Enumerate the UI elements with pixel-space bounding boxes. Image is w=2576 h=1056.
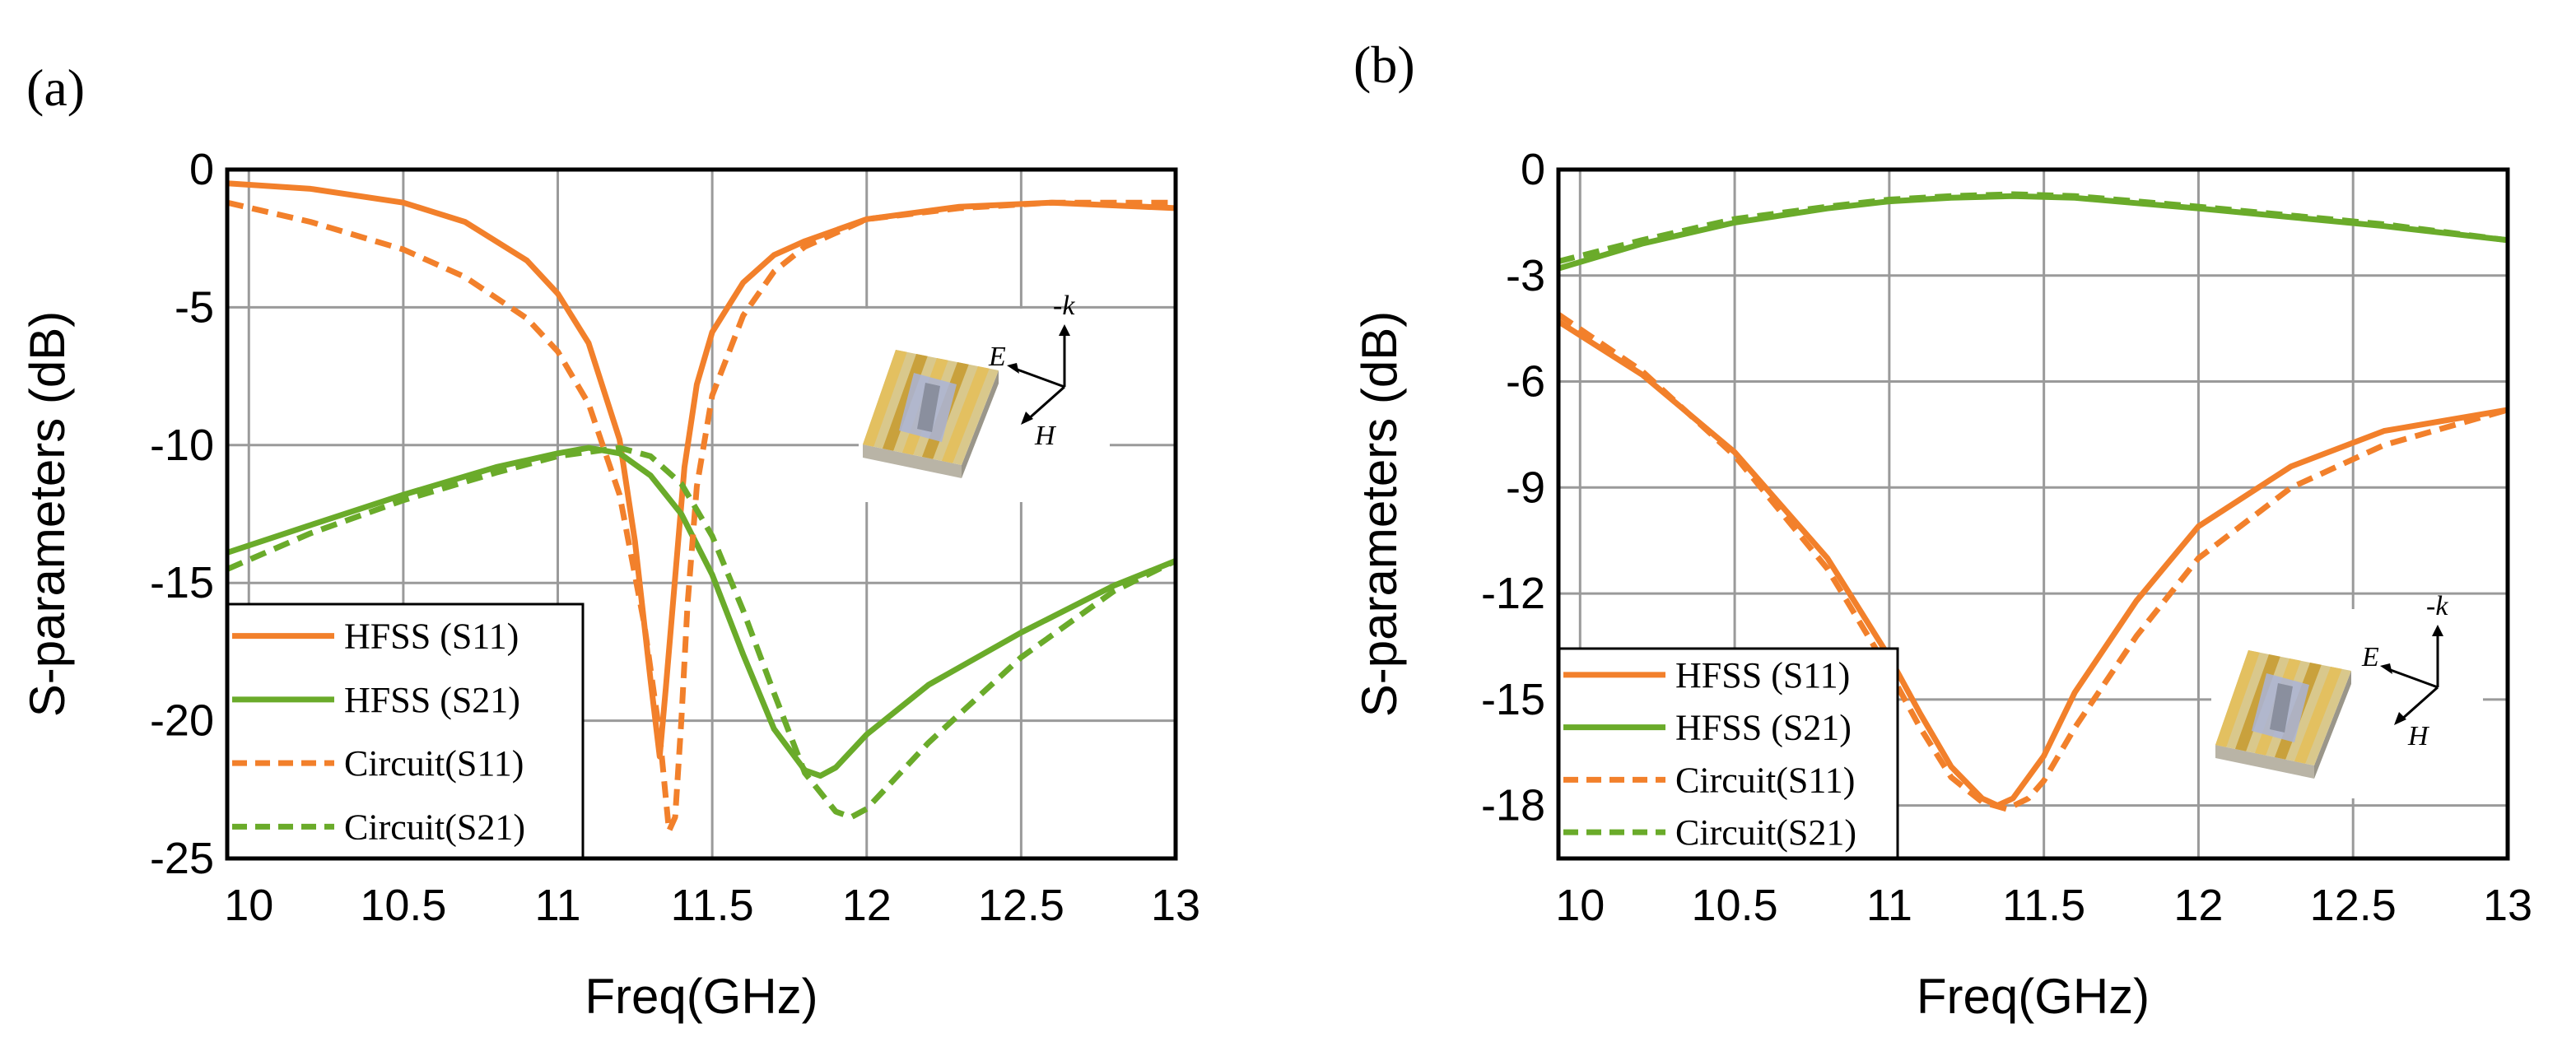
center-patch [2270, 683, 2293, 733]
y-tick-label: -10 [150, 421, 214, 470]
substrate-side [863, 444, 962, 478]
x-tick-label: 11 [534, 881, 580, 930]
x-tick-label: 12 [2173, 881, 2223, 930]
legend: HFSS (S11) HFSS (S21) Circuit(S11) Circuit(… [1557, 647, 1899, 860]
x-tick-label: 13 [1151, 881, 1200, 930]
h-axis-arrow [2400, 686, 2439, 722]
x-tick-label: 10.5 [1692, 881, 1778, 930]
series-line-hfss-s21 [227, 444, 1176, 779]
h-axis-arrow [1027, 385, 1065, 421]
panel-label: (a) [26, 58, 85, 117]
unit-cell-inset: -k E H [2211, 591, 2483, 798]
k-label: -k [1053, 291, 1075, 321]
x-axis-label: Freq(GHz) [585, 969, 818, 1024]
metal-strip [2294, 667, 2342, 764]
y-axis-label: S-parameters (dB) [20, 311, 75, 717]
y-tick-label: 0 [189, 145, 214, 194]
metal-strip [863, 350, 907, 447]
h-label: H [1034, 421, 1057, 451]
legend-box [226, 602, 585, 860]
plot-frame [1556, 167, 2510, 861]
chart-panel-b: (b) -k E H HFSS (S11) HFSS (S21) Circuit(S11) C… [1352, 35, 2532, 1024]
y-tick-label: -15 [150, 558, 214, 607]
legend-entry: HFSS (S21) [344, 680, 520, 720]
x-tick-label: 11.5 [2002, 881, 2085, 930]
legend-entry: Circuit(S11) [344, 743, 524, 784]
y-tick-label: -12 [1481, 569, 1545, 618]
y-tick-label: -18 [1481, 781, 1545, 830]
y-tick-label: -20 [150, 696, 214, 746]
legend-box [1557, 647, 1899, 860]
y-tick-label: -25 [150, 834, 214, 883]
h-label: H [2407, 721, 2430, 751]
x-tick-label: 11 [1866, 881, 1912, 930]
panel-label: (b) [1353, 35, 1415, 94]
substrate-side [2314, 671, 2351, 779]
e-axis-arrow [2387, 668, 2439, 689]
x-tick-label: 12.5 [978, 881, 1064, 930]
x-tick-label: 10.5 [360, 881, 446, 930]
e-axis-arrow [1014, 367, 1065, 388]
legend: HFSS (S11) HFSS (S21) Circuit(S11) Circuit(… [226, 602, 585, 860]
arrow-head [1059, 324, 1070, 336]
metal-strip [2215, 650, 2260, 747]
x-tick-label: 11.5 [671, 881, 754, 930]
legend-entry: Circuit(S21) [1675, 812, 1856, 853]
x-tick-label: 12 [842, 881, 892, 930]
series-group [227, 180, 1176, 834]
arrow-head [2432, 625, 2443, 636]
metal-strip [942, 366, 990, 463]
x-tick-label: 12.5 [2310, 881, 2397, 930]
chart-panel-a: (a) -k E H HFSS (S11) HFSS (S21) Circuit(S11) C… [20, 58, 1200, 1024]
arrow-head [2394, 712, 2406, 725]
y-tick-label: 0 [1521, 145, 1545, 194]
e-label: E [988, 342, 1006, 372]
series-group [1558, 191, 2508, 812]
y-tick-label: -15 [1481, 675, 1545, 724]
series-line-circuit-s21 [1558, 191, 2508, 264]
k-label: -k [2426, 591, 2448, 621]
center-patch [917, 383, 940, 432]
arrow-head [1007, 363, 1019, 374]
legend-entry: HFSS (S11) [344, 616, 519, 657]
arrow-head [2380, 663, 2392, 674]
substrate-side [2215, 745, 2314, 779]
y-axis-label: S-parameters (dB) [1352, 311, 1407, 717]
substrate-side [962, 370, 999, 478]
unit-cell-inset: -k E H [859, 291, 1110, 502]
x-tick-label: 10 [1555, 881, 1605, 930]
x-tick-label: 13 [2483, 881, 2532, 930]
legend-entry: Circuit(S21) [344, 807, 525, 847]
series-line-hfss-s11 [227, 180, 1176, 760]
x-tick-label: 10 [224, 881, 273, 930]
legend-entry: HFSS (S11) [1675, 655, 1850, 695]
y-tick-label: -3 [1506, 251, 1545, 300]
x-axis-label: Freq(GHz) [1917, 969, 2150, 1024]
y-tick-label: -5 [175, 282, 214, 332]
series-line-circuit-s21 [227, 444, 1176, 821]
legend-entry: Circuit(S11) [1675, 760, 1855, 800]
series-line-circuit-s11 [227, 199, 1176, 834]
arrow-head [1021, 412, 1033, 425]
legend-entry: HFSS (S21) [1675, 708, 1852, 748]
series-line-hfss-s21 [1558, 193, 2508, 272]
e-label: E [2361, 642, 2379, 672]
y-tick-label: -9 [1506, 463, 1545, 512]
y-tick-label: -6 [1506, 357, 1545, 407]
plot-frame [225, 167, 1178, 861]
